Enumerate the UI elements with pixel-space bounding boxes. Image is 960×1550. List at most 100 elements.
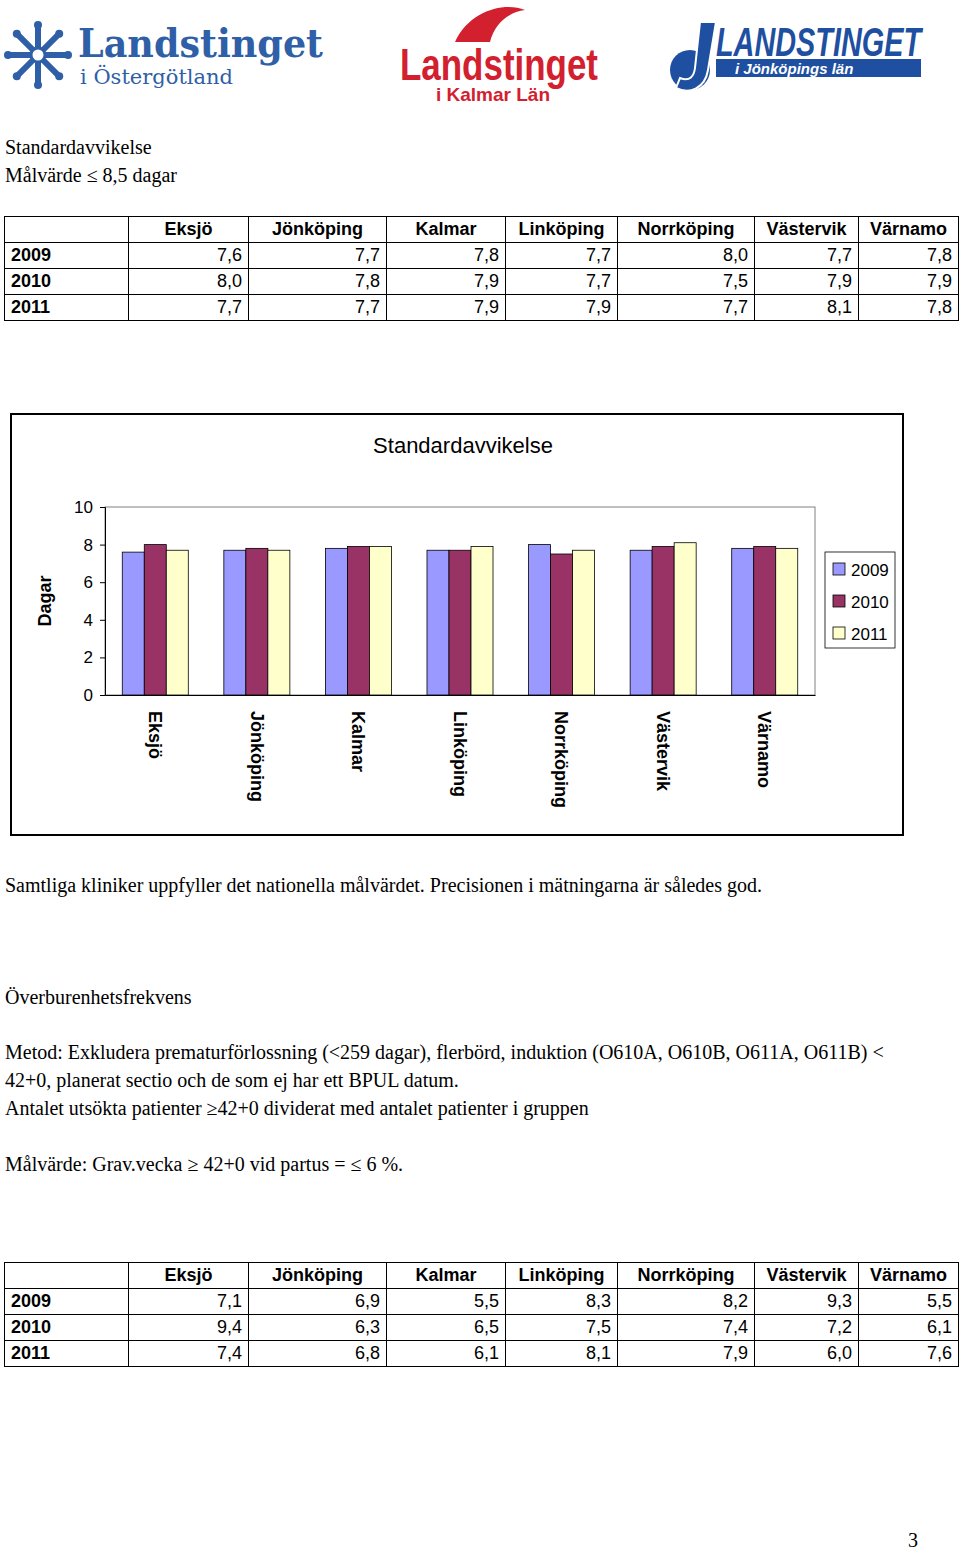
logo-icon-dot [55, 30, 63, 38]
header-cell: Jönköping [249, 1263, 387, 1289]
bar [224, 550, 246, 695]
data-cell: 7,9 [387, 295, 506, 321]
y-axis: 0 2 4 6 8 10 [74, 498, 105, 705]
y-axis-title: Dagar [35, 575, 55, 626]
header-cell: Linköping [506, 1263, 618, 1289]
y-tick-label: 4 [84, 611, 93, 630]
header-corner [5, 1263, 129, 1289]
data-cell: 7,2 [755, 1315, 859, 1341]
header-cell: Värnamo [859, 1263, 959, 1289]
row-label: 2011 [5, 295, 129, 321]
header-cell: Västervik [755, 1263, 859, 1289]
bar [573, 550, 595, 695]
logo-strip: Landstingeti ÖstergötlandLandstingeti Ka… [0, 0, 960, 115]
paragraph: Målvärde: Grav.vecka ≥ 42+0 vid partus =… [5, 1150, 905, 1178]
bar [166, 550, 188, 695]
logo-sub: i Östergötland [80, 64, 233, 89]
data-cell: 7,9 [755, 269, 859, 295]
logo-icon-j [676, 22, 716, 91]
paragraph: Antalet utsökta patienter ≥42+0 dividera… [5, 1094, 905, 1122]
data-cell: 8,1 [755, 295, 859, 321]
x-tick-label: Västervik [653, 711, 673, 792]
header-row: EksjöJönköpingKalmarLinköpingNorrköpingV… [5, 1263, 959, 1289]
y-tick: 6 [84, 573, 105, 592]
row-label: 2010 [5, 1315, 129, 1341]
y-tick: 10 [74, 498, 105, 517]
data-cell: 7,7 [755, 243, 859, 269]
x-axis-line [106, 695, 816, 696]
data-cell: 7,6 [859, 1341, 959, 1367]
data-table: EksjöJönköpingKalmarLinköpingNorrköpingV… [4, 216, 959, 321]
data-row: 20097,67,77,87,78,07,77,8 [5, 243, 959, 269]
logo-icon-dot [13, 72, 21, 80]
data-cell: 6,1 [859, 1315, 959, 1341]
x-tick: Eksjö [145, 695, 165, 759]
y-tick: 4 [84, 611, 105, 630]
header-cell: Västervik [755, 217, 859, 243]
bar [551, 554, 573, 695]
x-tick-label: Värnamo [754, 711, 774, 788]
x-tick-label: Linköping [450, 711, 470, 797]
bar [427, 550, 449, 695]
y-tick-label: 0 [84, 686, 93, 705]
data-row: 20097,16,95,58,38,29,35,5 [5, 1289, 959, 1315]
data-cell: 7,8 [859, 243, 959, 269]
bar [144, 545, 166, 695]
y-tick: 2 [84, 648, 105, 667]
chart-title: Standardavvikelse [373, 433, 553, 458]
logo-swoosh [455, 7, 525, 42]
data-cell: 7,7 [506, 243, 618, 269]
logo-band [716, 59, 921, 77]
data-cell: 8,1 [506, 1341, 618, 1367]
logo-name: Landstinget [78, 19, 323, 66]
bar [529, 545, 551, 695]
bar [674, 543, 696, 695]
y-tick-label: 2 [84, 648, 93, 667]
bar [246, 548, 268, 695]
data-table: EksjöJönköpingKalmarLinköpingNorrköpingV… [4, 1262, 959, 1367]
data-row: 20109,46,36,57,57,47,26,1 [5, 1315, 959, 1341]
legend-swatch [833, 627, 845, 639]
logo-jonkoping: LANDSTINGETi Jönköpings län [670, 20, 924, 91]
chart-frame [11, 414, 903, 835]
legend-item: 2011 [833, 625, 888, 644]
y-tick-mark [100, 620, 105, 621]
x-tick: Linköping [450, 695, 470, 797]
x-tick-label: Jönköping [247, 711, 267, 802]
header-cell: Kalmar [387, 217, 506, 243]
y-tick-mark [100, 657, 105, 658]
y-tick: 0 [84, 686, 105, 705]
header-cell: Norrköping [618, 1263, 755, 1289]
y-tick: 8 [84, 536, 105, 555]
row-label: 2009 [5, 1289, 129, 1315]
data-cell: 7,8 [387, 243, 506, 269]
logo-name: LANDSTINGET [716, 20, 924, 64]
data-cell: 7,5 [506, 1315, 618, 1341]
bar [325, 548, 347, 695]
data-cell: 6,1 [387, 1341, 506, 1367]
header-cell: Norrköping [618, 217, 755, 243]
logo-icon-dot [55, 72, 63, 80]
bar [347, 546, 369, 695]
section-title: Överburenhetsfrekvens [5, 983, 605, 1011]
data-cell: 7,4 [618, 1315, 755, 1341]
legend-swatch [833, 595, 845, 607]
data-cell: 5,5 [387, 1289, 506, 1315]
bar [471, 546, 493, 695]
y-tick-label: 6 [84, 573, 93, 592]
bars [122, 543, 797, 695]
logo-sub: i Kalmar Län [436, 84, 550, 105]
row-label: 2009 [5, 243, 129, 269]
bar [122, 552, 144, 695]
y-axis-line [100, 508, 106, 696]
x-tick: Värnamo [754, 695, 774, 788]
y-tick-mark [100, 695, 105, 696]
data-cell: 7,7 [506, 269, 618, 295]
x-tick: Kalmar [348, 695, 368, 772]
bar [630, 550, 652, 695]
x-tick-label: Eksjö [145, 711, 165, 759]
data-cell: 9,4 [129, 1315, 249, 1341]
data-cell: 7,9 [618, 1341, 755, 1367]
header-cell: Eksjö [129, 1263, 249, 1289]
logo-name: Landstinget [400, 40, 598, 89]
